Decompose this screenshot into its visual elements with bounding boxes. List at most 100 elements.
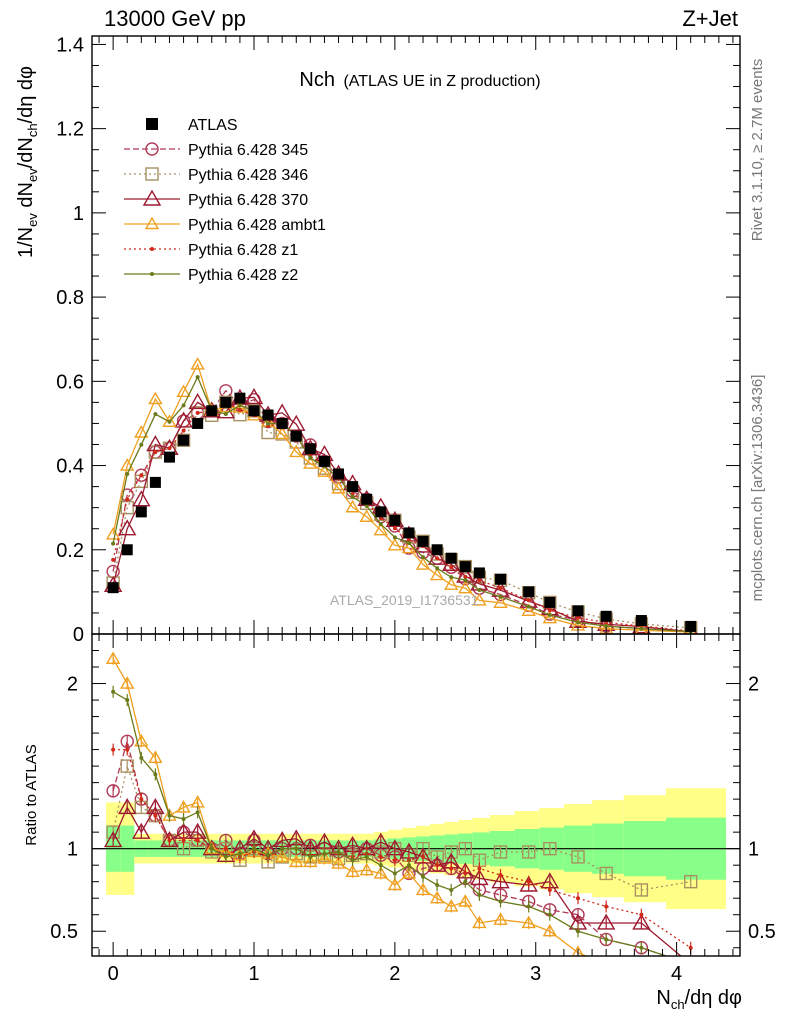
series-point-ratio xyxy=(685,967,697,978)
series-point-ratio xyxy=(371,832,390,849)
series-point-main xyxy=(392,526,397,531)
legend-label: Pythia 6.428 345 xyxy=(188,142,308,159)
series-point-ratio xyxy=(463,871,468,876)
y-tick-label-ratio: 1 xyxy=(67,839,78,861)
series-point-ratio xyxy=(103,830,123,848)
series-point-main xyxy=(139,473,144,478)
series-line-ratio xyxy=(112,763,691,891)
legend-label: Pythia 6.428 370 xyxy=(188,192,308,209)
series-point-main xyxy=(401,540,417,554)
data-point xyxy=(572,605,584,617)
series-point-ratio xyxy=(542,923,558,937)
series-point-main xyxy=(181,428,186,433)
legend-marker xyxy=(145,142,159,156)
series-point-ratio xyxy=(167,813,172,818)
series-point-main xyxy=(604,624,609,629)
series-point-ratio xyxy=(111,689,116,694)
data-point xyxy=(495,573,507,585)
data-point xyxy=(121,544,133,556)
series-point-main xyxy=(429,567,445,581)
series-point-ratio xyxy=(274,849,290,863)
series-point-main xyxy=(427,548,447,565)
series-point-ratio xyxy=(421,874,426,879)
series-point-main xyxy=(167,446,172,451)
legend: ATLAS Pythia 6.428 345 Pythia 6.428 346 Pyt… xyxy=(124,117,326,284)
series-point-ratio xyxy=(308,854,313,859)
legend-label: Pythia 6.428 ambt1 xyxy=(188,217,326,234)
series-point-main xyxy=(406,538,411,543)
series-point-main xyxy=(195,375,200,380)
series-point-ratio xyxy=(521,915,536,929)
x-axis-label: Nch/dη dφ xyxy=(656,987,742,1012)
data-point xyxy=(262,409,274,421)
series-point-main xyxy=(449,575,454,580)
series-point-main xyxy=(635,622,648,634)
data-point xyxy=(234,392,246,404)
series-point-ratio xyxy=(493,912,508,925)
series-point-main xyxy=(153,450,158,455)
series-point-main xyxy=(237,407,242,412)
data-point xyxy=(389,514,401,526)
y-tick-label-main: 0 xyxy=(73,624,84,646)
series-point-main xyxy=(576,615,580,620)
plot-title-sub: (ATLAS UE in Z production) xyxy=(343,73,540,90)
series-point-main xyxy=(132,490,151,507)
data-point xyxy=(403,527,415,539)
series-point-ratio xyxy=(120,759,134,773)
series-point-ratio xyxy=(543,841,557,856)
series-point-ratio xyxy=(387,877,403,891)
x-tick-label: 3 xyxy=(530,963,541,985)
series-point-ratio xyxy=(449,866,454,871)
series-point-ratio xyxy=(139,797,144,802)
series-point-ratio xyxy=(392,871,397,876)
series-point-ratio xyxy=(153,772,158,777)
series-point-ratio xyxy=(491,872,510,889)
data-point xyxy=(276,417,288,429)
series-point-ratio xyxy=(429,890,445,904)
legend-marker xyxy=(142,189,162,206)
series-point-ratio xyxy=(195,810,200,815)
series-line-main xyxy=(112,362,691,633)
series-point-ratio xyxy=(435,882,440,887)
series-point-ratio xyxy=(125,698,130,703)
series-point-ratio xyxy=(120,676,135,689)
data-point xyxy=(318,455,330,467)
mcplots-label: mcplots.cern.ch [arXiv:1306.3436] xyxy=(749,375,766,602)
series-point-ratio xyxy=(632,913,651,930)
series-point-main xyxy=(111,541,116,546)
series-point-main xyxy=(331,480,346,494)
series-point-ratio xyxy=(470,868,489,886)
series-point-ratio xyxy=(223,854,228,859)
series-point-main xyxy=(162,414,177,427)
series-point-ratio xyxy=(477,866,482,871)
series-point-ratio xyxy=(139,755,144,760)
series-point-ratio xyxy=(435,863,440,868)
series-point-ratio xyxy=(132,822,151,839)
data-point xyxy=(304,443,316,455)
series-point-main xyxy=(303,456,318,469)
series-point-ratio xyxy=(521,845,536,859)
series-point-main xyxy=(435,556,440,561)
series-point-ratio xyxy=(519,875,538,892)
series-point-ratio xyxy=(571,945,585,956)
series-point-main xyxy=(120,458,135,471)
header-right: Z+Jet xyxy=(682,6,738,31)
series-point-main xyxy=(392,535,397,540)
series-point-ratio xyxy=(444,899,459,912)
series-point-ratio xyxy=(392,858,397,863)
series-point-ratio xyxy=(266,853,271,858)
data-point xyxy=(149,476,161,488)
series-point-ratio xyxy=(683,874,698,889)
series-point-ratio xyxy=(639,912,644,917)
series-point-ratio xyxy=(317,851,332,864)
series-point-main xyxy=(406,541,411,546)
x-tick-label: 2 xyxy=(389,963,400,985)
series-point-ratio xyxy=(472,915,487,929)
series-point-ratio xyxy=(176,799,191,813)
series-point-main xyxy=(421,555,426,560)
data-point xyxy=(544,596,556,608)
data-point xyxy=(685,620,697,632)
legend-marker xyxy=(145,167,159,181)
series-point-main xyxy=(111,557,116,562)
